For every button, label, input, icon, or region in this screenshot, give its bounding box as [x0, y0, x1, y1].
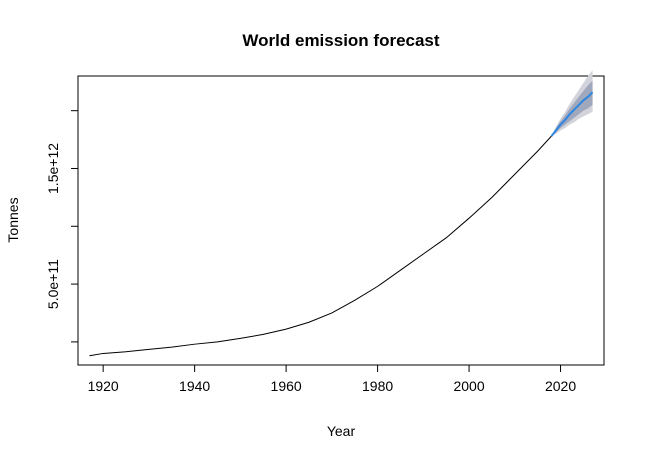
x-axis-label: Year	[327, 423, 356, 439]
forecast-intervals	[551, 70, 593, 137]
x-tick-label: 1940	[179, 378, 210, 394]
forecast-line	[550, 91, 594, 137]
x-tick-label: 1960	[271, 378, 302, 394]
history-line	[89, 135, 552, 357]
chart-title: World emission forecast	[242, 31, 439, 50]
series-lines	[89, 91, 594, 357]
x-axis: 1920 1940 1960 1980 2000 2020	[88, 364, 576, 394]
y-axis: 5.0e+11 1.5e+12	[45, 110, 79, 343]
x-tick-label: 1980	[362, 378, 393, 394]
y-tick-label: 1.5e+12	[45, 143, 61, 194]
x-tick-label: 2020	[545, 378, 576, 394]
x-tick-label: 1920	[88, 378, 119, 394]
plot-frame	[77, 75, 605, 366]
y-tick-label: 5.0e+11	[45, 259, 61, 309]
y-axis-label: Tonnes	[5, 197, 21, 242]
x-tick-label: 2000	[453, 378, 484, 394]
